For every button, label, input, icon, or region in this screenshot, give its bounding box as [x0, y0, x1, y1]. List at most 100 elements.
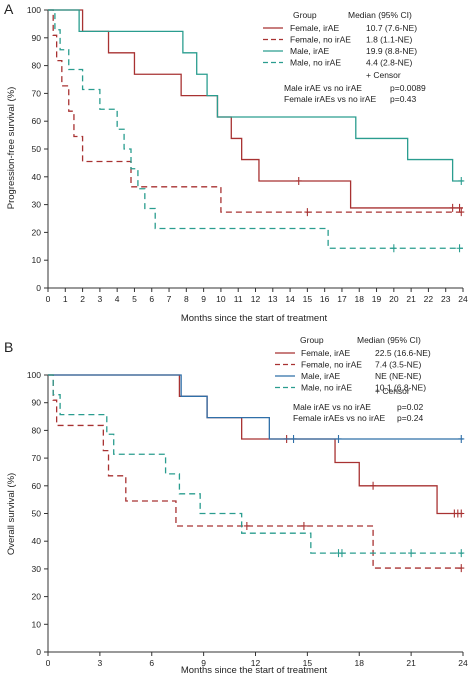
y-tick-label-b: 70: [32, 453, 42, 463]
censor-mark-a: [295, 176, 302, 185]
x-tick-label-a: 18: [355, 294, 365, 304]
censor-mark-b: [458, 549, 465, 558]
censor-mark-b: [300, 521, 307, 530]
legend-entry-a-4: Male, no irAE: [290, 58, 341, 68]
x-tick-label-b: 18: [355, 658, 365, 668]
series-line-b-2: [48, 374, 463, 569]
censor-mark-b: [370, 481, 377, 490]
comparison-label-a-1: Male irAE vs no irAE: [284, 83, 362, 93]
y-tick-label-b: 30: [32, 564, 42, 574]
x-tick-label-a: 22: [424, 294, 434, 304]
y-tick-label-b: 20: [32, 592, 42, 602]
x-tick-label-b: 6: [149, 658, 154, 668]
y-tick-label-a: 40: [32, 172, 42, 182]
y-tick-label-a: 80: [32, 61, 42, 71]
x-tick-label-a: 14: [285, 294, 295, 304]
y-tick-label-b: 40: [32, 536, 42, 546]
censor-mark-a: [390, 244, 397, 253]
legend-entry-b-4: Male, no irAE: [301, 383, 352, 393]
censor-mark-a: [456, 244, 463, 253]
censor-mark-b: [243, 521, 250, 530]
x-tick-label-a: 8: [184, 294, 189, 304]
x-tick-label-a: 12: [251, 294, 261, 304]
x-tick-label-b: 21: [406, 658, 416, 668]
x-tick-label-a: 10: [216, 294, 226, 304]
y-tick-label-b: 50: [32, 509, 42, 519]
comparison-label-b-1: Male irAE vs no irAE: [293, 402, 371, 412]
legend-entry-b-1: Female, irAE: [301, 348, 350, 358]
y-tick-label-a: 30: [32, 200, 42, 210]
x-tick-label-b: 9: [201, 658, 206, 668]
y-tick-label-b: 90: [32, 398, 42, 408]
legend-censor-b: + Censor: [375, 386, 410, 396]
legend-header-group-b: Group: [300, 335, 324, 345]
y-tick-label-a: 90: [32, 33, 42, 43]
x-tick-label-a: 5: [132, 294, 137, 304]
legend-b: Group Median (95% CI) + Censor Male irAE…: [293, 335, 424, 423]
censor-mark-b: [335, 434, 342, 443]
x-tick-label-a: 17: [337, 294, 347, 304]
legend-a: Group Median (95% CI) + Censor Male irAE…: [284, 10, 426, 104]
y-tick-label-a: 50: [32, 144, 42, 154]
series-line-b-4: [48, 374, 463, 554]
legend-entry-a-3: Male, irAE: [290, 46, 330, 56]
y-tick-label-a: 0: [36, 283, 41, 293]
x-tick-label-a: 23: [441, 294, 451, 304]
y-tick-label-a: 20: [32, 227, 42, 237]
y-axis-label-b: Overall survival (%): [6, 473, 17, 555]
y-tick-label-b: 0: [36, 647, 41, 657]
legend-median-a-4: 4.4 (2.8-NE): [366, 58, 412, 68]
y-tick-label-b: 100: [27, 370, 41, 380]
series-line-a-4: [48, 9, 463, 249]
legend-header-group-a: Group: [293, 10, 317, 20]
x-tick-label-a: 6: [149, 294, 154, 304]
series-line-b-3: [48, 374, 463, 440]
y-tick-label-b: 60: [32, 481, 42, 491]
censor-mark-b: [458, 434, 465, 443]
legend-censor-a: + Censor: [366, 70, 401, 80]
y-tick-label-a: 10: [32, 255, 42, 265]
panel-a: A Progression-free survival (%) Months s…: [4, 1, 468, 324]
x-tick-label-b: 24: [458, 658, 468, 668]
x-tick-label-a: 4: [115, 294, 120, 304]
censor-mark-b: [338, 549, 345, 558]
legend-entry-a-2: Female, no irAE: [290, 35, 351, 45]
legend-header-median-a: Median (95% CI): [348, 10, 412, 20]
comparison-p-b-2: p=0.24: [397, 413, 424, 423]
legend-median-b-1: 22.5 (16.6-NE): [375, 348, 431, 358]
x-tick-label-a: 13: [268, 294, 278, 304]
censor-mark-a: [458, 176, 465, 185]
legend-median-b-3: NE (NE-NE): [375, 371, 421, 381]
comparison-label-b-2: Female irAEs vs no irAE: [293, 413, 385, 423]
comparison-label-a-2: Female irAEs vs no irAE: [284, 94, 376, 104]
x-tick-label-a: 1: [63, 294, 68, 304]
x-tick-label-a: 3: [98, 294, 103, 304]
y-tick-label-a: 60: [32, 116, 42, 126]
legend-entry-a-1: Female, irAE: [290, 23, 339, 33]
series-line-a-3: [48, 9, 463, 182]
comparison-p-a-1: p=0.0089: [390, 83, 426, 93]
legend-median-b-4: 10.1 (6.8-NE): [375, 383, 426, 393]
x-tick-label-a: 11: [234, 294, 243, 304]
x-tick-label-a: 2: [80, 294, 85, 304]
x-axis-label-b: Months since the start of treatment: [181, 665, 328, 676]
x-tick-label-a: 9: [201, 294, 206, 304]
x-tick-label-a: 7: [167, 294, 172, 304]
x-tick-label-a: 19: [372, 294, 382, 304]
legend-median-a-1: 10.7 (7.6-NE): [366, 23, 417, 33]
censor-mark-a: [456, 203, 463, 212]
legend-header-median-b: Median (95% CI): [357, 335, 421, 345]
panel-label-a: A: [4, 1, 14, 17]
censor-mark-a: [449, 203, 456, 212]
legend-entry-b-2: Female, no irAE: [301, 360, 362, 370]
y-axis-label-a: Progression-free survival (%): [6, 87, 17, 209]
censor-mark-b: [290, 434, 297, 443]
panel-label-b: B: [4, 339, 13, 355]
legend-entry-b-3: Male, irAE: [301, 371, 341, 381]
comparison-p-a-2: p=0.43: [390, 94, 417, 104]
legend-median-a-2: 1.8 (1.1-NE): [366, 35, 412, 45]
x-tick-label-b: 12: [251, 658, 261, 668]
x-tick-label-a: 16: [320, 294, 330, 304]
x-tick-label-b: 15: [303, 658, 313, 668]
